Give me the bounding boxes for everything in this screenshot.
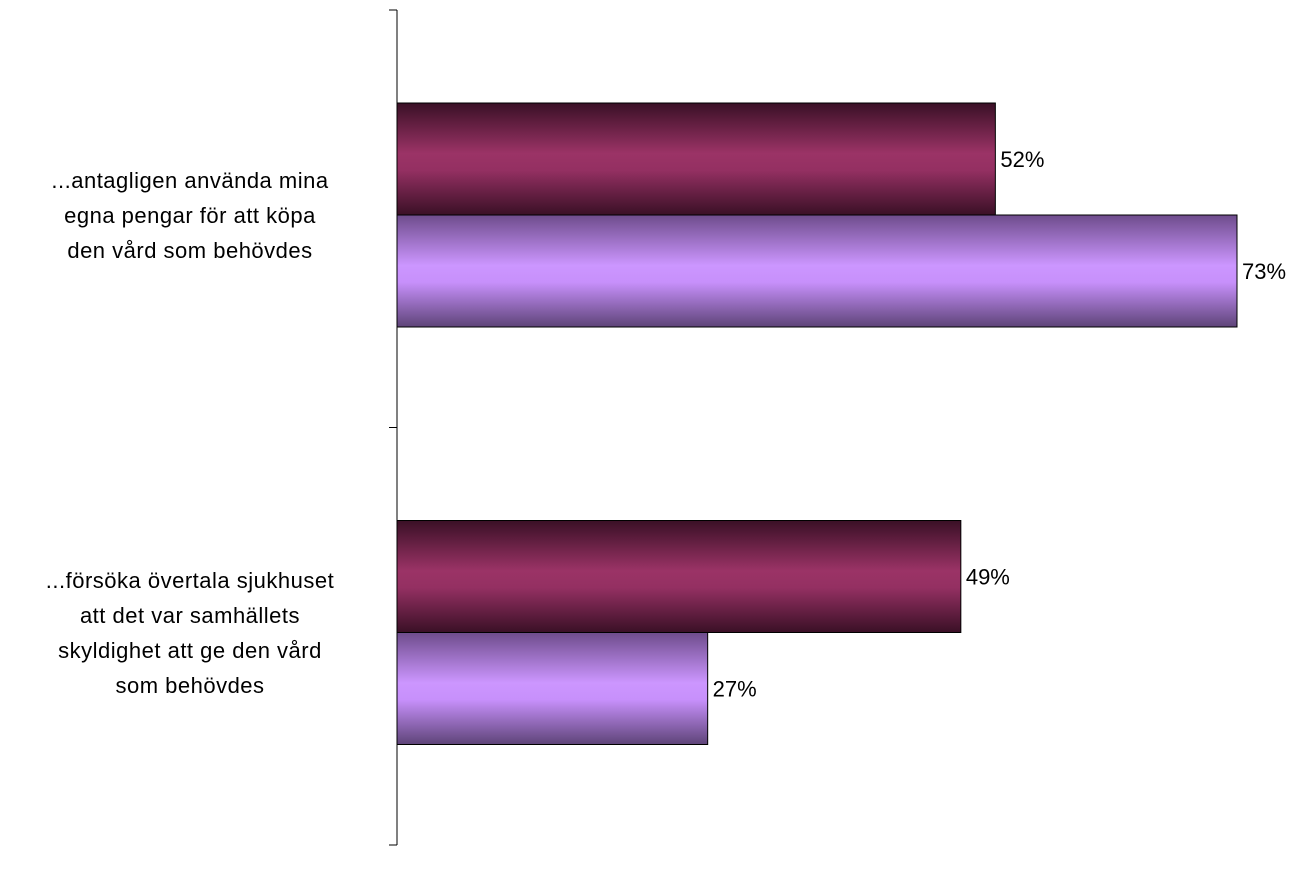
bar-series-1-cat-0 — [396, 214, 1238, 328]
category-label-line: skyldighet att ge den vård — [58, 638, 322, 663]
category-axis — [389, 9, 398, 846]
category-label-line: som behövdes — [115, 673, 264, 698]
value-label: 27% — [713, 677, 757, 702]
category-label-line: att det var samhällets — [80, 603, 300, 628]
category-label-line: ...försöka övertala sjukhuset — [46, 568, 334, 593]
value-label: 49% — [966, 565, 1010, 590]
category-label-line: egna pengar för att köpa — [64, 203, 316, 228]
bars-group — [396, 102, 1238, 745]
category-label-line: den vård som behövdes — [67, 238, 312, 263]
bar-series-0-cat-0 — [396, 102, 996, 216]
category-labels-group: ...antagligen använda mina egna pengar fö… — [46, 168, 334, 698]
bar-series-1-cat-1 — [396, 632, 709, 745]
value-label: 73% — [1242, 259, 1286, 284]
category-label-line: ...antagligen använda mina — [51, 168, 328, 193]
value-label: 52% — [1000, 147, 1044, 172]
value-labels-group: 52% 73% 49% 27% — [713, 147, 1286, 702]
bar-series-0-cat-1 — [396, 520, 962, 633]
